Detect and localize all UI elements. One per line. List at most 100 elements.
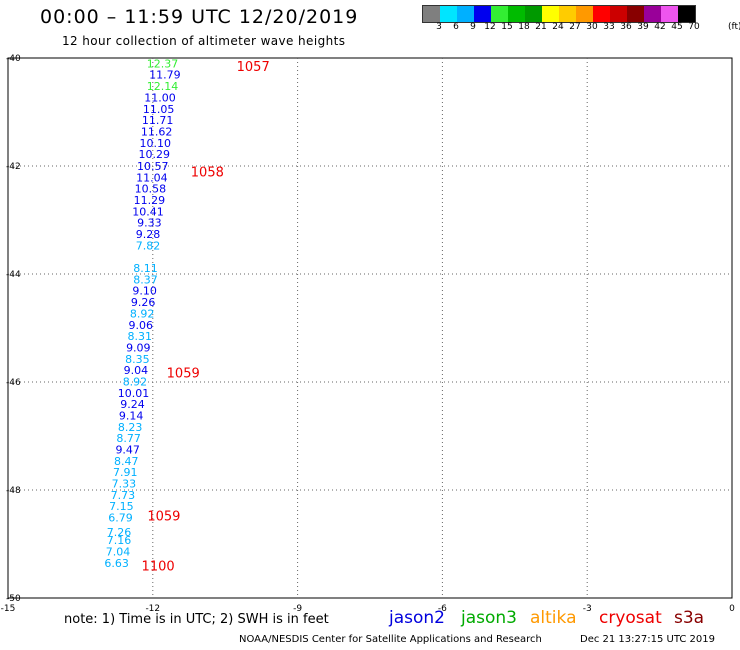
y-tick-label: -40 xyxy=(6,54,21,64)
axis-ticks: -15 -12 -9 -6 -3 0 -40 -42 -44 -46 -48 -50 xyxy=(1,54,735,614)
swh-data-label: 7.82 xyxy=(136,239,161,252)
swh-data-label: 7.91 xyxy=(113,466,138,479)
color-swatch xyxy=(661,6,678,22)
y-tick-label: -48 xyxy=(6,486,21,496)
color-scale-label: 21 xyxy=(535,22,547,32)
color-scale-label: 15 xyxy=(501,22,513,32)
color-swatch xyxy=(474,6,491,22)
swh-data-label: 11.62 xyxy=(141,125,173,138)
swh-data-label: 8.92 xyxy=(123,375,148,388)
swh-data-label: 9.04 xyxy=(124,364,149,377)
color-scale-label: 27 xyxy=(569,22,581,32)
color-swatch xyxy=(576,6,593,22)
color-scale-unit: (ft) xyxy=(728,22,740,32)
plot-frame xyxy=(7,57,733,599)
color-scale-label: 36 xyxy=(620,22,632,32)
color-swatch xyxy=(593,6,610,22)
time-annotation: 1100 xyxy=(142,560,175,575)
color-scale-label: 45 xyxy=(671,22,683,32)
swh-data-label: 9.09 xyxy=(126,341,151,354)
color-scale-label: 39 xyxy=(637,22,649,32)
swh-data-label: 7.33 xyxy=(112,478,137,491)
color-scale-label: 18 xyxy=(518,22,530,32)
color-scale-label: 70 xyxy=(688,22,700,32)
color-swatch xyxy=(644,6,661,22)
color-swatch xyxy=(610,6,627,22)
color-scale-label: 30 xyxy=(586,22,598,32)
swh-data-label: 12.14 xyxy=(147,80,179,93)
swh-data-label: 11.04 xyxy=(136,171,168,184)
color-scale-label: 12 xyxy=(484,22,496,32)
color-scale-label: 9 xyxy=(470,22,476,32)
color-swatch xyxy=(423,6,440,22)
swh-data-label: 6.63 xyxy=(104,557,129,570)
legend-jason2: jason2 xyxy=(389,608,445,628)
swh-data-label: 7.16 xyxy=(107,534,132,547)
color-swatch xyxy=(440,6,457,22)
swh-data-label: 9.10 xyxy=(132,285,157,298)
time-annotation: 1057 xyxy=(237,60,270,75)
swh-data-label: 10.41 xyxy=(132,205,164,218)
color-swatch xyxy=(627,6,644,22)
color-swatch xyxy=(457,6,474,22)
annotations: 1057 1058 1059 1059 1100 xyxy=(142,60,270,575)
swh-data-label: 10.01 xyxy=(118,387,150,400)
footer-timestamp: Dec 21 13:27:15 UTC 2019 xyxy=(580,634,715,645)
x-tick-label: -3 xyxy=(583,604,592,614)
y-tick-label: -50 xyxy=(6,594,21,604)
color-scale-bar xyxy=(422,5,696,23)
grid-lines xyxy=(7,57,733,599)
swh-data-label: 7.04 xyxy=(106,546,131,559)
time-annotation: 1058 xyxy=(191,165,224,180)
swh-data-label: 8.23 xyxy=(118,421,143,434)
chart-subtitle: 12 hour collection of altimeter wave hei… xyxy=(62,34,346,48)
footer-credit: NOAA/NESDIS Center for Satellite Applica… xyxy=(239,634,542,645)
x-tick-label: 0 xyxy=(729,604,735,614)
x-tick-label: -9 xyxy=(293,604,302,614)
time-annotation: 1059 xyxy=(167,366,200,381)
time-annotation: 1059 xyxy=(147,509,180,524)
swh-data-label: 10.10 xyxy=(139,137,171,150)
legend-altika: altika xyxy=(530,608,577,628)
color-swatch xyxy=(508,6,525,22)
color-swatch xyxy=(542,6,559,22)
legend-s3a: s3a xyxy=(674,608,705,628)
legend-jason3: jason3 xyxy=(461,608,517,628)
swh-data-label: 8.77 xyxy=(116,432,141,445)
swh-data-label: 10.29 xyxy=(138,148,170,161)
data-points: 12.3711.7912.1411.0011.0511.7111.6210.10… xyxy=(104,57,180,570)
swh-data-label: 10.58 xyxy=(135,183,167,196)
swh-data-label: 7.73 xyxy=(111,489,136,502)
color-scale-label: 33 xyxy=(603,22,615,32)
x-tick-label: -6 xyxy=(438,604,447,614)
swh-data-label: 9.47 xyxy=(115,444,140,457)
legend-cryosat: cryosat xyxy=(599,608,662,628)
swh-data-label: 11.71 xyxy=(142,114,174,127)
swh-data-label: 9.06 xyxy=(128,319,153,332)
color-scale-label: 3 xyxy=(436,22,442,32)
swh-data-label: 9.14 xyxy=(119,409,144,422)
y-tick-label: -46 xyxy=(6,378,21,388)
swh-data-label: 9.26 xyxy=(131,296,156,309)
swh-data-label: 9.28 xyxy=(136,228,161,241)
swh-data-label: 8.11 xyxy=(133,262,158,275)
swh-data-label: 9.24 xyxy=(120,398,145,411)
swh-data-label: 8.31 xyxy=(128,330,153,343)
color-scale-label: 42 xyxy=(654,22,666,32)
swh-data-label: 11.05 xyxy=(143,103,175,116)
swh-data-label: 7.15 xyxy=(109,500,134,513)
color-scale-label: 24 xyxy=(552,22,564,32)
swh-data-label: 10.57 xyxy=(137,160,169,173)
swh-data-label: 8.92 xyxy=(130,307,155,320)
y-tick-label: -42 xyxy=(6,162,21,172)
x-tick-label: -15 xyxy=(1,604,16,614)
swh-data-label: 12.37 xyxy=(147,57,179,70)
swh-data-label: 11.29 xyxy=(134,194,166,207)
chart-title: 00:00 – 11:59 UTC 12/20/2019 xyxy=(40,6,359,28)
swh-data-label: 8.47 xyxy=(114,455,139,468)
y-tick-label: -44 xyxy=(6,270,21,280)
note-text: note: 1) Time is in UTC; 2) SWH is in fe… xyxy=(64,612,329,627)
swh-data-label: 8.35 xyxy=(125,353,150,366)
